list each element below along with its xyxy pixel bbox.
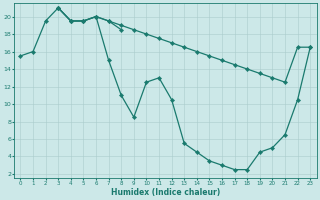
X-axis label: Humidex (Indice chaleur): Humidex (Indice chaleur) bbox=[111, 188, 220, 197]
